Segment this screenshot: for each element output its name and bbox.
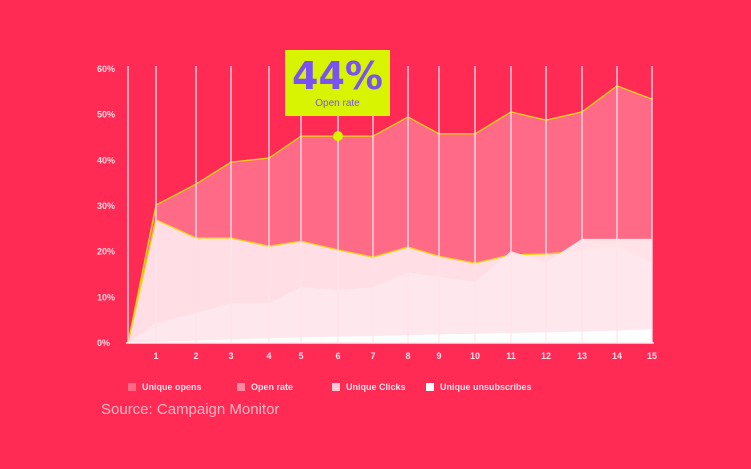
x-tick-label: 14 [612,351,622,361]
legend-item: Unique Clicks [332,382,406,392]
y-tick-label: 20% [97,247,115,257]
callout-value: 44% [292,54,383,98]
legend-item: Unique opens [128,382,202,392]
open-rate-callout: 44% Open rate [285,50,390,116]
y-tick-label: 30% [97,201,115,211]
x-tick-label: 9 [436,351,441,361]
legend-swatch [128,383,136,391]
x-tick-label: 13 [577,351,587,361]
legend-swatch [332,383,340,391]
y-tick-label: 40% [97,155,115,165]
callout-label: Open rate [315,98,360,109]
line-open-rate [127,85,653,344]
x-tick-label: 1 [153,351,158,361]
legend-label: Unique unsubscribes [440,382,532,392]
x-tick-label: 10 [470,351,480,361]
x-tick-label: 4 [266,351,271,361]
legend-label: Unique Clicks [346,382,406,392]
x-tick-label: 6 [335,351,340,361]
area-clicks-overlay [128,238,652,343]
x-tick-label: 15 [647,351,657,361]
y-tick-label: 60% [97,64,115,74]
legend-label: Unique opens [142,382,202,392]
legend-swatch [237,383,245,391]
y-tick-label: 0% [97,338,110,348]
y-tick-label: 50% [97,110,115,120]
legend-item: Unique unsubscribes [426,382,532,392]
x-tick-label: 7 [370,351,375,361]
x-tick-label: 3 [228,351,233,361]
y-tick-label: 10% [97,292,115,302]
legend-swatch [426,383,434,391]
x-tick-label: 11 [506,351,516,361]
x-tick-label: 2 [193,351,198,361]
x-tick-label: 8 [405,351,410,361]
x-tick-label: 12 [541,351,551,361]
legend-item: Open rate [237,382,293,392]
x-tick-label: 5 [298,351,303,361]
annotation-dot [333,131,343,142]
source-caption: Source: Campaign Monitor [101,401,280,418]
area-unsubscribes-overlay [128,329,652,343]
legend-label: Open rate [251,382,294,392]
